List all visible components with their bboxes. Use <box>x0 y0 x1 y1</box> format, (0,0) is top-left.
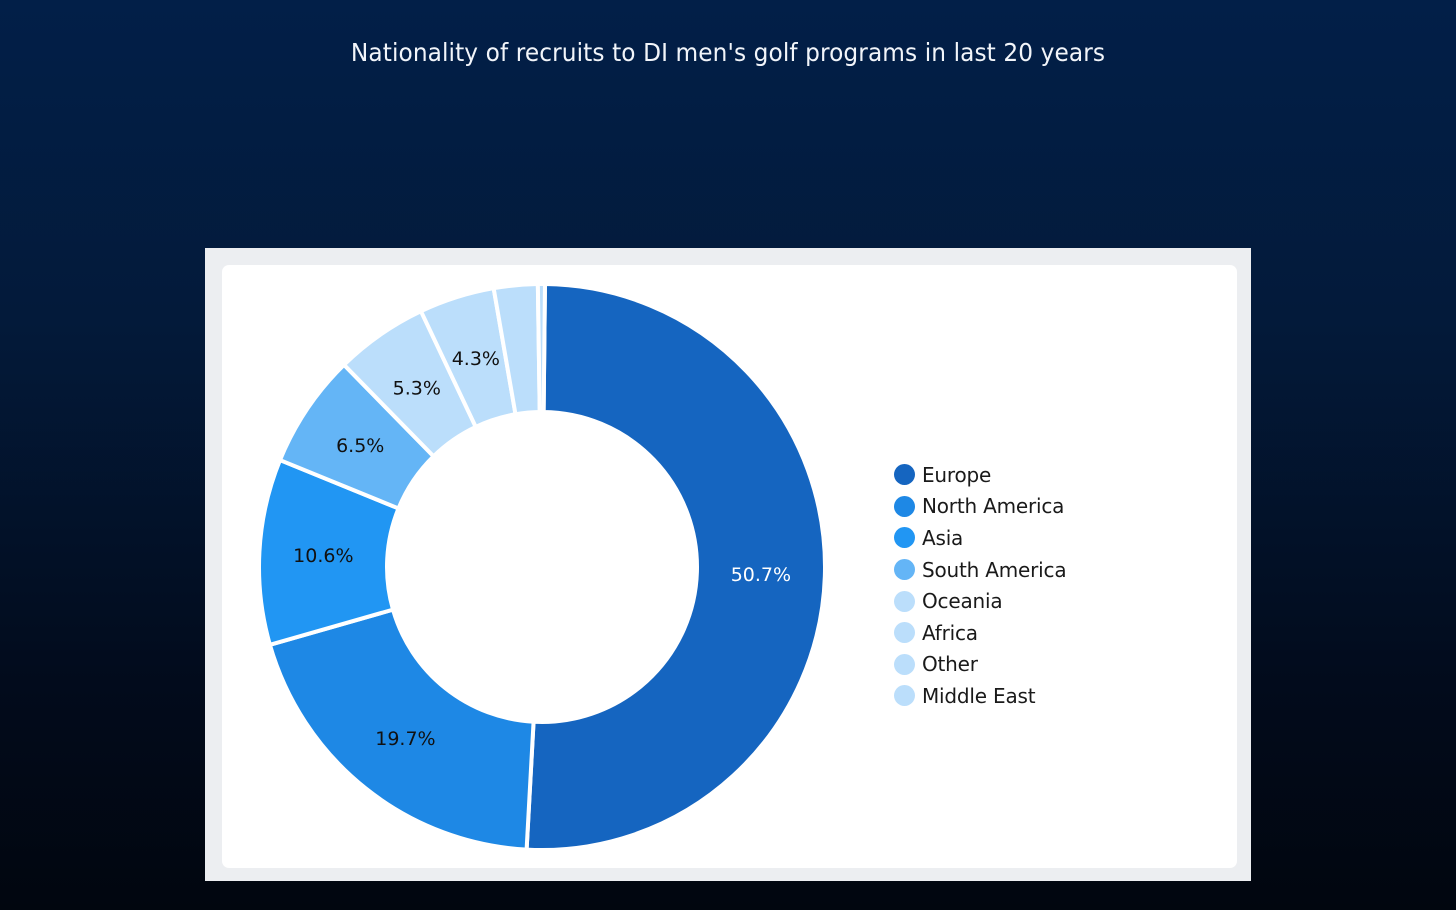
slice-label: 50.7% <box>731 564 791 586</box>
legend-item-other[interactable]: Other <box>894 649 1066 681</box>
legend-item-europe[interactable]: Europe <box>894 459 1066 491</box>
legend-label: Europe <box>922 462 992 487</box>
legend-item-asia[interactable]: Asia <box>894 522 1066 554</box>
slice-europe[interactable] <box>524 281 827 852</box>
slice-middle-east[interactable] <box>535 282 547 415</box>
legend-item-north-america[interactable]: North America <box>894 491 1066 523</box>
slice-north-america[interactable] <box>267 607 536 852</box>
legend-swatch-icon <box>894 685 915 707</box>
legend-item-oceania[interactable]: Oceania <box>894 585 1066 617</box>
legend-label: North America <box>922 494 1065 519</box>
donut-chart: 50.7% 19.7% 10.6% 6.5% 5.3% 4.3% <box>257 281 827 852</box>
chart-panel: 50.7% 19.7% 10.6% 6.5% 5.3% 4.3% Europe North… <box>205 248 1251 881</box>
slice-label: 10.6% <box>293 545 353 567</box>
legend-swatch-icon <box>894 559 915 581</box>
slice-label: 5.3% <box>393 377 441 399</box>
legend-label: Asia <box>922 525 964 550</box>
legend-swatch-icon <box>894 464 915 486</box>
legend: Europe North America Asia South America … <box>894 459 1067 712</box>
donut-slices <box>257 281 827 852</box>
slice-label: 19.7% <box>375 728 435 750</box>
legend-label: South America <box>922 557 1067 582</box>
legend-item-africa[interactable]: Africa <box>894 617 1066 649</box>
slice-labels: 50.7% 19.7% 10.6% 6.5% 5.3% 4.3% <box>293 348 791 750</box>
legend-swatch-icon <box>894 622 915 644</box>
page-title: Nationality of recruits to DI men's golf… <box>350 38 1106 67</box>
legend-label: Middle East <box>922 683 1036 708</box>
legend-item-south-america[interactable]: South America <box>894 554 1067 586</box>
legend-label: Africa <box>922 620 978 645</box>
legend-swatch-icon <box>894 495 915 517</box>
legend-label: Other <box>922 652 978 677</box>
legend-swatch-icon <box>894 653 915 675</box>
legend-label: Oceania <box>922 589 1003 614</box>
slice-label: 6.5% <box>336 435 384 457</box>
slice-label: 4.3% <box>452 348 500 370</box>
legend-swatch-icon <box>894 527 915 549</box>
legend-item-middle-east[interactable]: Middle East <box>894 680 1066 712</box>
chart-card: 50.7% 19.7% 10.6% 6.5% 5.3% 4.3% Europe North… <box>222 265 1237 868</box>
legend-swatch-icon <box>894 590 915 612</box>
